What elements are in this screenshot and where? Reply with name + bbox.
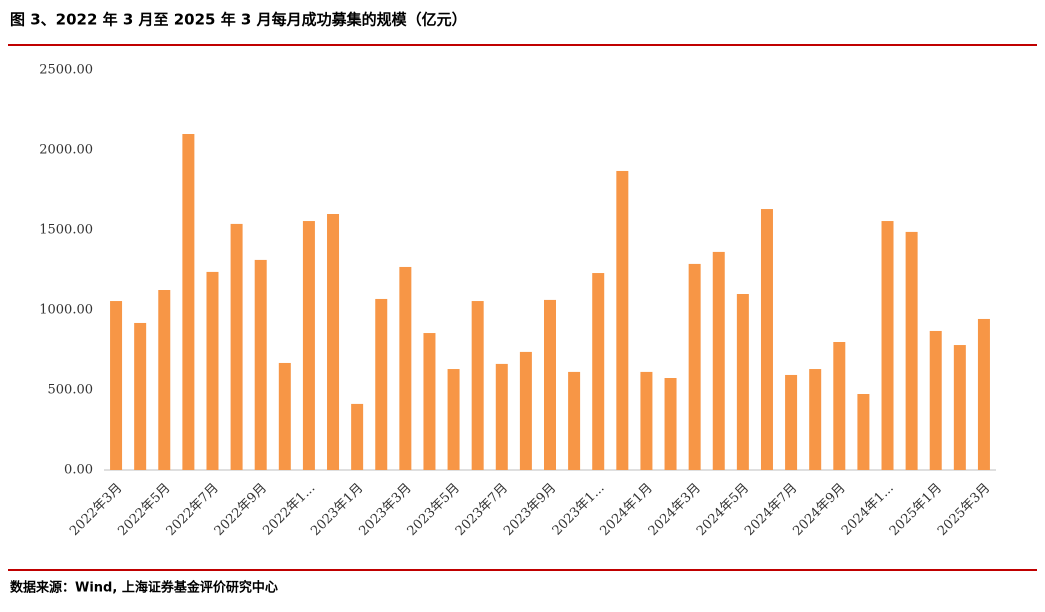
y-tick-label: 2500.00 (39, 63, 93, 78)
bar (616, 170, 629, 470)
x-tick-label: 2025年3月 (935, 481, 993, 539)
bar (977, 318, 990, 470)
bar (544, 299, 556, 470)
bar (568, 371, 581, 470)
bar (688, 263, 701, 470)
bar (471, 301, 484, 470)
bar (375, 298, 388, 470)
bar (785, 374, 798, 470)
bar (158, 290, 171, 470)
bar (182, 134, 195, 470)
y-tick-label: 1000.00 (39, 303, 93, 318)
x-tick-label: 2023年9月 (501, 481, 559, 539)
bar (809, 369, 822, 470)
bar (206, 271, 219, 470)
x-tick-label: 2024年9月 (790, 481, 848, 539)
bar (736, 294, 749, 470)
bar (302, 221, 315, 470)
bar (664, 378, 677, 470)
bar (833, 342, 846, 470)
bar (905, 231, 918, 470)
bar (134, 322, 147, 470)
bar (399, 266, 412, 470)
bar (760, 209, 773, 471)
y-tick-label: 1500.00 (39, 223, 93, 238)
bar (254, 259, 267, 470)
bar (230, 223, 243, 470)
chart-title: 图 3、2022 年 3 月至 2025 年 3 月每月成功募集的规模（亿元） (10, 11, 467, 29)
bar (351, 403, 364, 470)
bar (110, 301, 123, 470)
source-note: 数据来源：Wind, 上海证券基金评价研究中心 (10, 580, 278, 596)
bar (881, 221, 894, 470)
bar (640, 371, 653, 470)
bar (447, 369, 460, 470)
y-tick-label: 500.00 (48, 383, 94, 398)
x-tick-label: 2022年9月 (212, 481, 270, 539)
bar (327, 214, 340, 470)
bar (857, 394, 870, 470)
bar (423, 333, 436, 470)
y-tick-label: 2000.00 (39, 143, 93, 158)
bar (929, 330, 942, 470)
bar (712, 251, 725, 470)
bar (953, 345, 966, 470)
bar (278, 362, 291, 470)
bar (495, 363, 508, 470)
bar (519, 351, 532, 470)
bar (592, 273, 605, 470)
y-tick-label: 0.00 (64, 463, 93, 478)
